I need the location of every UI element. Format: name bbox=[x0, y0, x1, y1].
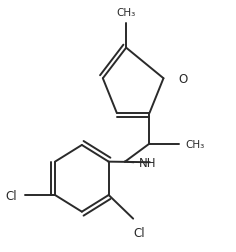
Text: NH: NH bbox=[139, 156, 156, 169]
Text: O: O bbox=[179, 72, 188, 85]
Text: Cl: Cl bbox=[133, 226, 145, 239]
Text: CH₃: CH₃ bbox=[117, 8, 136, 18]
Text: CH₃: CH₃ bbox=[186, 139, 205, 149]
Text: Cl: Cl bbox=[5, 189, 17, 202]
